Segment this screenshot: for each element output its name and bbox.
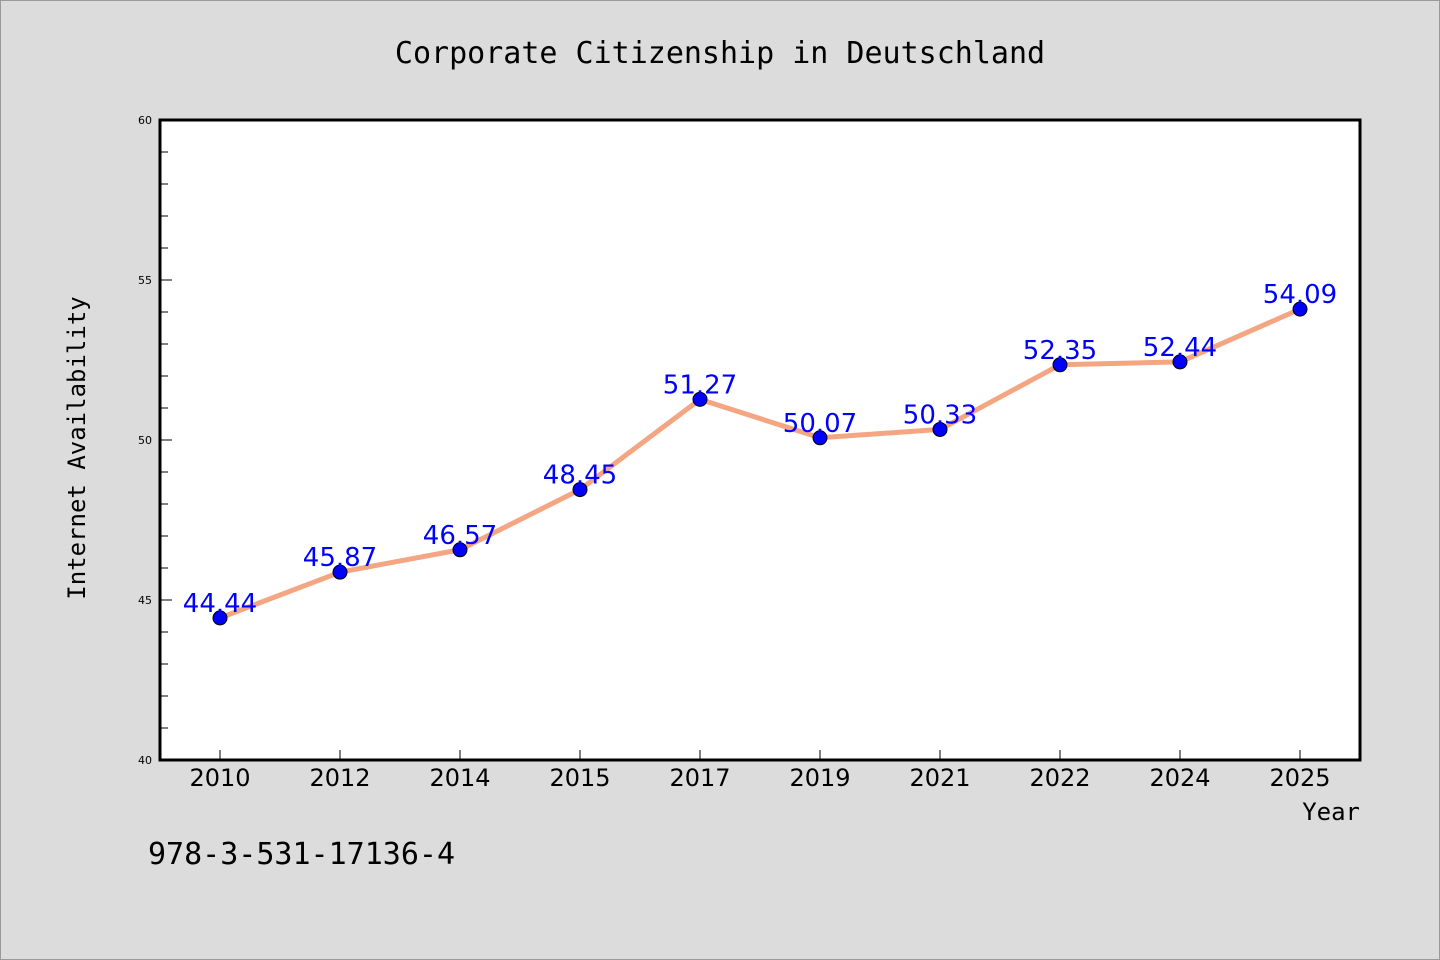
y-tick-label: 40 xyxy=(138,754,152,767)
data-label: 51.27 xyxy=(663,370,737,400)
x-tick-label: 2012 xyxy=(309,764,370,792)
y-tick-label: 55 xyxy=(138,274,152,287)
data-label: 46.57 xyxy=(423,521,497,551)
data-point xyxy=(1172,354,1188,370)
isbn-annotation: 978-3-531-17136-4 xyxy=(148,837,455,872)
plot-frame xyxy=(158,118,1362,762)
x-tick-label: 2021 xyxy=(909,764,970,792)
data-label: 44.44 xyxy=(183,589,257,619)
data-label: 50.33 xyxy=(903,400,977,430)
data-point xyxy=(692,391,708,407)
data-labels: 44.44 45.87 46.57 48.45 51.27 50.07 50.33 52.35… xyxy=(183,280,1337,619)
data-label: 45.87 xyxy=(303,543,377,573)
x-tick-label: 2015 xyxy=(549,764,610,792)
x-axis-tick-labels: 2010 2012 2014 2015 2017 2019 2021 2022 2024 2025 xyxy=(189,764,1330,792)
plot-area xyxy=(160,120,1360,760)
x-tick-label: 2014 xyxy=(429,764,490,792)
data-point xyxy=(572,482,588,498)
x-axis-label: Year xyxy=(1302,798,1360,826)
series-line xyxy=(217,306,1303,621)
data-point xyxy=(812,430,828,446)
x-tick-label: 2017 xyxy=(669,764,730,792)
data-point xyxy=(1292,301,1308,317)
data-point xyxy=(452,542,468,558)
data-point xyxy=(932,421,948,437)
data-label: 50.07 xyxy=(783,409,857,439)
data-point xyxy=(332,564,348,580)
y-tick-label: 45 xyxy=(138,594,152,607)
y-axis-label: Internet Availability xyxy=(63,296,91,599)
data-point xyxy=(212,610,228,626)
data-markers xyxy=(212,301,1308,626)
y-tick-label: 50 xyxy=(138,434,152,447)
data-label: 48.45 xyxy=(543,461,617,491)
data-label: 54.09 xyxy=(1263,280,1337,310)
x-tick-label: 2024 xyxy=(1149,764,1210,792)
x-tick-label: 2022 xyxy=(1029,764,1090,792)
data-point xyxy=(1052,357,1068,373)
y-axis-tick-labels: 40 45 50 55 60 xyxy=(138,114,152,767)
x-tick-label: 2010 xyxy=(189,764,250,792)
data-label: 52.35 xyxy=(1023,336,1097,366)
y-tick-label: 60 xyxy=(138,114,152,127)
x-tick-label: 2025 xyxy=(1269,764,1330,792)
data-label: 52.44 xyxy=(1143,333,1217,363)
x-tick-label: 2019 xyxy=(789,764,850,792)
chart-title: Corporate Citizenship in Deutschland xyxy=(395,36,1045,71)
x-axis-ticks xyxy=(219,750,1301,760)
